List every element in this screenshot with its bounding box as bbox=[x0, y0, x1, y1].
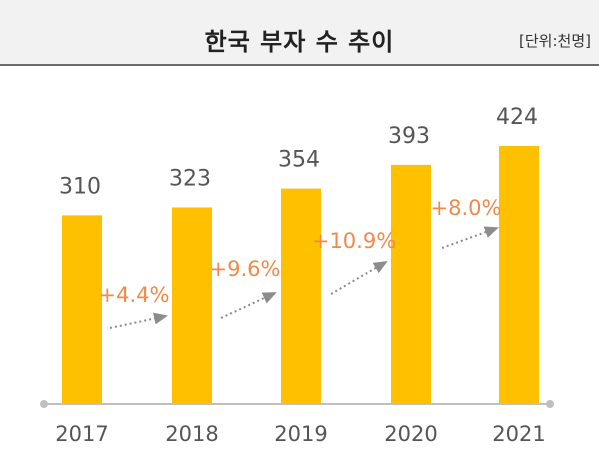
x-tick-label-2021: 2021 bbox=[492, 422, 545, 446]
value-label-2021: 424 bbox=[496, 105, 538, 130]
value-label-2020: 393 bbox=[388, 124, 430, 149]
value-label-2019: 354 bbox=[278, 148, 320, 173]
x-tick-label-2017: 2017 bbox=[55, 422, 108, 446]
x-axis-left-dot bbox=[40, 400, 48, 408]
x-tick-label-2018: 2018 bbox=[165, 422, 218, 446]
growth-label-3: +10.9% bbox=[312, 229, 396, 253]
growth-label-4: +8.0% bbox=[431, 196, 502, 220]
growth-arrow-3 bbox=[330, 260, 388, 295]
growth-label-2: +9.6% bbox=[210, 257, 281, 281]
growth-arrow-1 bbox=[109, 312, 168, 329]
chart-header: 한국 부자 수 추이 [단위:천명] bbox=[0, 0, 599, 66]
growth-arrow-4 bbox=[441, 226, 499, 249]
chart-title: 한국 부자 수 추이 bbox=[204, 28, 395, 56]
value-label-2017: 310 bbox=[59, 174, 101, 199]
bar-2020 bbox=[391, 164, 431, 404]
x-axis-right-dot bbox=[546, 400, 554, 408]
growth-arrow-2 bbox=[220, 292, 277, 319]
bar-2017 bbox=[62, 215, 102, 404]
x-tick-label-2020: 2020 bbox=[384, 422, 437, 446]
bar-2019 bbox=[281, 188, 321, 404]
growth-label-1: +4.4% bbox=[99, 283, 170, 307]
bar-2021 bbox=[499, 145, 539, 404]
value-label-2018: 323 bbox=[169, 166, 211, 191]
bar-2018 bbox=[172, 207, 212, 404]
unit-label: [단위:천명] bbox=[519, 32, 591, 50]
x-tick-label-2019: 2019 bbox=[274, 422, 327, 446]
